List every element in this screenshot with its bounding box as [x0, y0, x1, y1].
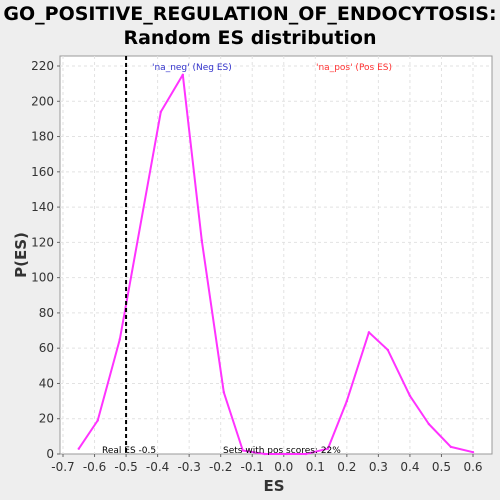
y-tick-label: 120: [31, 235, 54, 249]
data-point: [386, 348, 390, 352]
x-tick-label: -0.5: [114, 460, 137, 474]
data-point: [345, 399, 349, 403]
plot-area: [59, 55, 493, 455]
y-tick-label: 160: [31, 165, 54, 179]
real-es-annotation: Real ES -0.5: [102, 446, 156, 456]
data-point: [263, 452, 267, 456]
y-tick-label: 0: [46, 447, 54, 461]
chart-title-line2: Random ES distribution: [123, 27, 377, 49]
y-axis-label: P(ES): [12, 232, 30, 278]
y-tick-label: 60: [39, 341, 54, 355]
x-tick-label: 0.2: [337, 460, 356, 474]
grid: [60, 56, 492, 454]
x-tick-label: -0.1: [241, 460, 264, 474]
data-point: [77, 447, 80, 450]
data-point: [304, 452, 308, 456]
x-tick-label: 0.3: [369, 460, 388, 474]
x-tick-label: 0.0: [274, 460, 293, 474]
data-point: [200, 239, 203, 242]
data-point: [181, 73, 185, 77]
pos-es-label: 'na_pos' (Pos ES): [316, 63, 392, 73]
data-point: [285, 452, 289, 456]
x-tick-label: 0.6: [463, 460, 482, 474]
data-point: [326, 447, 330, 450]
x-tick-label: -0.2: [209, 460, 232, 474]
x-axis-label: ES: [263, 477, 284, 495]
annotations: 'na_neg' (Neg ES) 'na_pos' (Pos ES) Real E…: [102, 56, 392, 456]
neg-es-label: 'na_neg' (Neg ES): [152, 63, 232, 73]
y-tick-label: 20: [39, 412, 54, 426]
series: [77, 73, 475, 456]
data-point: [118, 338, 121, 341]
data-point: [471, 451, 475, 454]
data-point: [408, 394, 412, 397]
x-tick-label: 0.5: [432, 460, 451, 474]
data-point: [427, 422, 431, 426]
data-point: [96, 419, 99, 422]
chart-title-line1: GO_POSITIVE_REGULATION_OF_ENDOCYTOSIS:: [3, 3, 497, 25]
x-tick-label: -0.4: [146, 460, 169, 474]
y-tick-label: 220: [31, 59, 54, 73]
y-tick-label: 180: [31, 130, 54, 144]
y-tick-label: 200: [31, 94, 54, 108]
sets-pos-annotation: Sets with pos scores: 22%: [223, 446, 341, 456]
axes: 0 20 40 60 80 100 120 140 160 180 200 220 -0.7 -0.6 -0…: [12, 59, 483, 495]
y-tick-label: 80: [39, 306, 54, 320]
data-point: [222, 391, 226, 394]
y-tick-label: 40: [39, 376, 54, 390]
data-point: [241, 449, 244, 452]
x-tick-label: 0.1: [306, 460, 325, 474]
data-point: [159, 110, 162, 114]
x-tick-label: -0.7: [51, 460, 74, 474]
x-tick-label: 0.4: [400, 460, 419, 474]
y-tick-label: 100: [31, 271, 54, 285]
data-point: [367, 331, 371, 334]
data-point: [449, 445, 453, 449]
y-tick-label: 140: [31, 200, 54, 214]
x-tick-label: -0.6: [83, 460, 106, 474]
x-tick-label: -0.3: [177, 460, 200, 474]
